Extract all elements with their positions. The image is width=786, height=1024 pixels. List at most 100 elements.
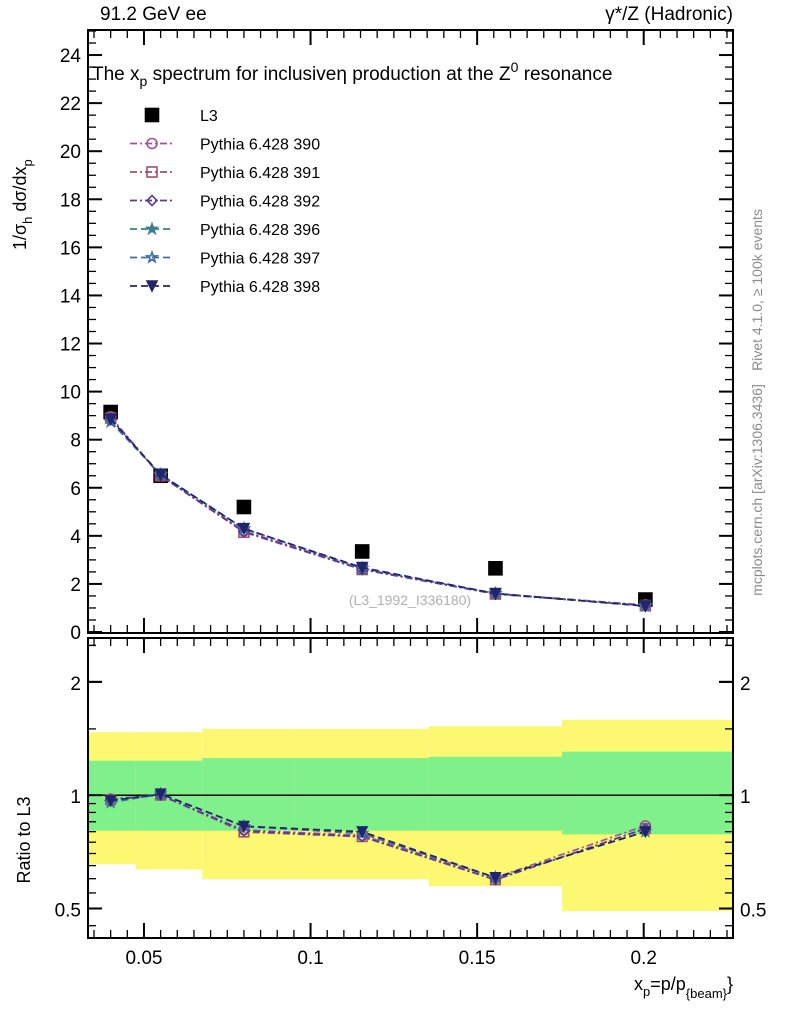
analysis-watermark: (L3_1992_I336180) (349, 592, 471, 608)
marker-triangle-down-filled (104, 795, 117, 808)
series-line (110, 416, 646, 606)
main-ytick-label: 18 (60, 190, 81, 211)
legend-item-l3: L3 (144, 107, 218, 125)
ratio-series-line (110, 793, 646, 879)
marker-triangle-down-filled (104, 413, 117, 427)
main-ytick-label: 6 (70, 479, 81, 500)
marker-square-filled (236, 499, 252, 515)
title-sup-0: 0 (511, 59, 519, 75)
title-sub-p: p (140, 73, 148, 89)
xlab-sub-beam: {beam} (686, 986, 728, 1001)
marker-triangle-down-filled (145, 280, 159, 293)
x-tick-labels: 0.05 0.1 0.15 0.2 (125, 948, 656, 969)
side-label-mcplots: mcplots.cern.ch [arXiv:1306.3436] (749, 384, 765, 596)
x-tick-label: 0.1 (297, 948, 323, 969)
marker-triangle-down-filled (154, 468, 167, 482)
series-l3 (103, 404, 653, 607)
ylab-a: 1/σ (10, 224, 30, 250)
main-panel-frame (87, 29, 734, 634)
band-inner-4 (428, 756, 563, 831)
marker-triangle-down-filled (639, 600, 652, 613)
title-part-a: The x (92, 64, 140, 85)
marker-triangle-down-filled (237, 522, 251, 536)
legend-item-pythia-6-428-397: Pythia 6.428 397 (130, 249, 320, 268)
legend-item-pythia-6-428-390: Pythia 6.428 390 (130, 137, 320, 154)
band-inner-3 (295, 758, 429, 831)
title-eta: η (336, 64, 347, 85)
marker-triangle-down-filled (489, 587, 502, 601)
ratio-ytick-label: 0.5 (55, 900, 81, 921)
x-tick-label: 0.05 (125, 948, 162, 969)
ratio-panel-frame (87, 637, 734, 939)
ratio-y-tick-labels: 0.5 0.5 1 1 2 2 (55, 674, 767, 922)
ratio-ytick-label: 1 (70, 787, 81, 808)
ratio-series-line (110, 793, 646, 879)
main-data-series (103, 404, 653, 613)
xlab-a: x (634, 974, 643, 994)
ylab-sub-p: p (20, 159, 35, 166)
x-axis-label: xp=p/p{beam}} (634, 974, 733, 1001)
ratio-ytick-label-right: 0.5 (740, 900, 766, 921)
legend: L3 Pythia 6.428 390 Pythia 6.428 391 Pythia… (130, 107, 320, 296)
main-axis-ticks (89, 30, 732, 633)
ratio-y-axis-label: Ratio to L3 (14, 796, 34, 883)
legend-item-pythia-6-428-392: Pythia 6.428 392 (130, 194, 320, 211)
legend-item-pythia-6-428-398: Pythia 6.428 398 (130, 279, 320, 296)
page-title: The xp spectrum for inclusiveη productio… (92, 59, 612, 89)
series-pythia-6.428-396 (103, 413, 653, 613)
ratio-series-line (110, 794, 646, 881)
main-ytick-label: 0 (70, 623, 81, 644)
ratio-uncertainty-bands (89, 719, 732, 912)
x-axis-ticks (93, 31, 728, 937)
main-ytick-label: 20 (60, 142, 81, 163)
header-left: 91.2 GeV ee (100, 4, 207, 25)
legend-label: Pythia 6.428 391 (200, 165, 320, 182)
legend-label: Pythia 6.428 397 (200, 251, 320, 268)
main-y-axis-label: 1/σh dσ/dxp (10, 159, 35, 250)
marker-triangle-down-filled (356, 826, 369, 839)
series-pythia-6.428-390 (104, 411, 652, 611)
legend-label: Pythia 6.428 390 (200, 137, 320, 154)
legend-label: Pythia 6.428 396 (200, 222, 320, 239)
marker-triangle-down-filled (489, 872, 502, 885)
ylab-b: dσ/dx (10, 167, 30, 217)
marker-triangle-down-filled (355, 561, 369, 575)
ratio-data-series (103, 786, 653, 886)
xlab-b: =p/p (650, 974, 686, 994)
ratio-ytick-label: 2 (70, 674, 81, 695)
series-line (110, 417, 646, 607)
marker-square-filled (488, 560, 503, 576)
main-ytick-label: 16 (60, 238, 81, 259)
series-pythia-6.428-391 (104, 412, 652, 612)
side-label-rivet: Rivet 4.1.0, ≥ 100k events (749, 209, 765, 371)
marker-triangle-down-filled (237, 820, 250, 833)
marker-triangle-down-filled (154, 788, 167, 801)
series-pythia-6.428-397 (103, 413, 653, 613)
ratio-series-pythia-6.428-398 (104, 788, 652, 885)
marker-diamond-open (356, 830, 369, 843)
legend-label: Pythia 6.428 398 (200, 279, 320, 296)
series-line (110, 421, 646, 607)
main-ytick-label: 8 (70, 431, 81, 452)
ylab-sub-h: h (20, 217, 35, 224)
marker-diamond-open (145, 194, 159, 207)
xlab-sub-p: p (643, 984, 650, 999)
main-ytick-label: 12 (60, 335, 81, 356)
marker-star-open (144, 249, 160, 264)
marker-triangle-down-filled (639, 826, 652, 839)
main-ytick-label: 22 (60, 94, 81, 115)
title-part-c: production at the Z (347, 64, 511, 85)
marker-circle-open (146, 137, 158, 150)
xlab-c: } (727, 974, 733, 994)
ratio-ytick-label-right: 1 (740, 787, 751, 808)
legend-label: L3 (200, 108, 218, 125)
marker-square-filled (354, 544, 370, 559)
title-part-d: resonance (518, 64, 612, 85)
marker-star-filled (144, 221, 160, 236)
legend-item-pythia-6-428-396: Pythia 6.428 396 (130, 221, 320, 239)
ratio-ytick-label-right: 2 (740, 674, 751, 695)
header-right: γ*/Z (Hadronic) (605, 4, 733, 25)
main-ytick-label: 24 (60, 46, 82, 67)
